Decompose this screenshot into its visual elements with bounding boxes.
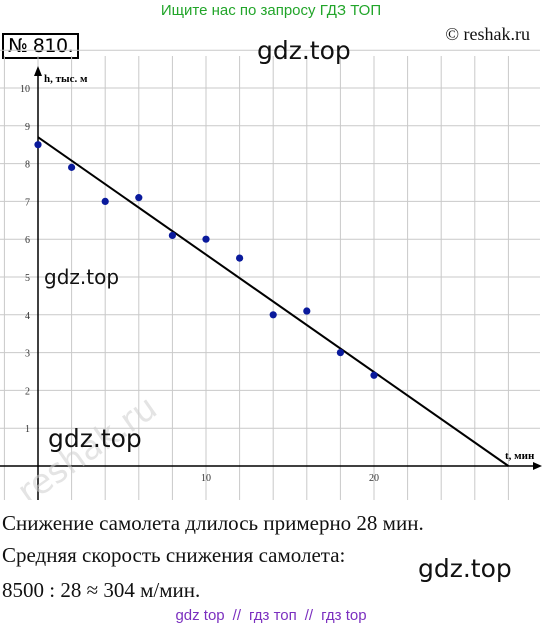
data-point (269, 311, 277, 319)
y-tick-label: 2 (25, 386, 30, 397)
data-point (370, 371, 378, 379)
y-axis-arrow (34, 66, 42, 76)
y-tick-label: 7 (25, 197, 30, 208)
y-tick-label: 1 (25, 424, 30, 435)
y-tick-label: 8 (25, 160, 30, 171)
y-tick-label: 10 (20, 84, 30, 95)
y-tick-label: 4 (25, 311, 30, 322)
solution-line-3: 8500 : 28 ≈ 304 м/мин. (2, 578, 201, 602)
y-tick-label: 3 (25, 349, 30, 360)
x-tick-label: 10 (201, 473, 211, 484)
data-point (135, 194, 143, 202)
x-tick-label: 20 (369, 473, 379, 484)
data-point (303, 307, 311, 315)
chart-tick-labels: 1 2 3 4 5 6 7 8 9 10 10 20 (20, 84, 379, 484)
task-number: № 810. (2, 33, 80, 59)
copyright-label: © reshak.ru (445, 24, 530, 44)
footer-link-3[interactable]: гдз top (321, 607, 367, 624)
y-axis-label: h, тыс. м (44, 73, 88, 85)
solution-line-2: Средняя скорость снижения самолета: (2, 543, 346, 567)
footer-link-2[interactable]: гдз топ (249, 607, 297, 624)
footer-link-1[interactable]: gdz top (175, 607, 225, 624)
y-tick-label: 6 (25, 235, 30, 246)
data-point (236, 254, 244, 262)
watermark-gdz-4: gdz.top (418, 554, 512, 583)
y-tick-label: 9 (25, 122, 30, 133)
y-tick-label: 5 (25, 273, 30, 284)
top-banner: Ищите нас по запросу ГДЗ ТОП (160, 2, 382, 19)
trend-line-group (37, 136, 509, 467)
x-axis-label: t, мин (505, 450, 535, 462)
x-axis-arrow (533, 462, 542, 470)
watermark-gdz-1: gdz.top (257, 36, 351, 65)
solution-line-1: Снижение самолета длилось примерно 28 ми… (2, 511, 424, 535)
data-point (168, 231, 176, 240)
footer-separator: // (304, 607, 314, 624)
watermark-gdz-3: gdz.top (48, 424, 142, 453)
data-point (101, 197, 109, 205)
data-point (202, 235, 210, 243)
data-point (68, 163, 76, 171)
watermark-gdz-2: gdz.top (44, 265, 120, 289)
footer-links: gdz top // гдз топ // гдз top (0, 607, 542, 624)
trend-line (37, 136, 509, 467)
footer-separator: // (232, 607, 241, 624)
data-points (34, 141, 378, 379)
data-point (34, 141, 42, 149)
data-point (336, 349, 344, 357)
